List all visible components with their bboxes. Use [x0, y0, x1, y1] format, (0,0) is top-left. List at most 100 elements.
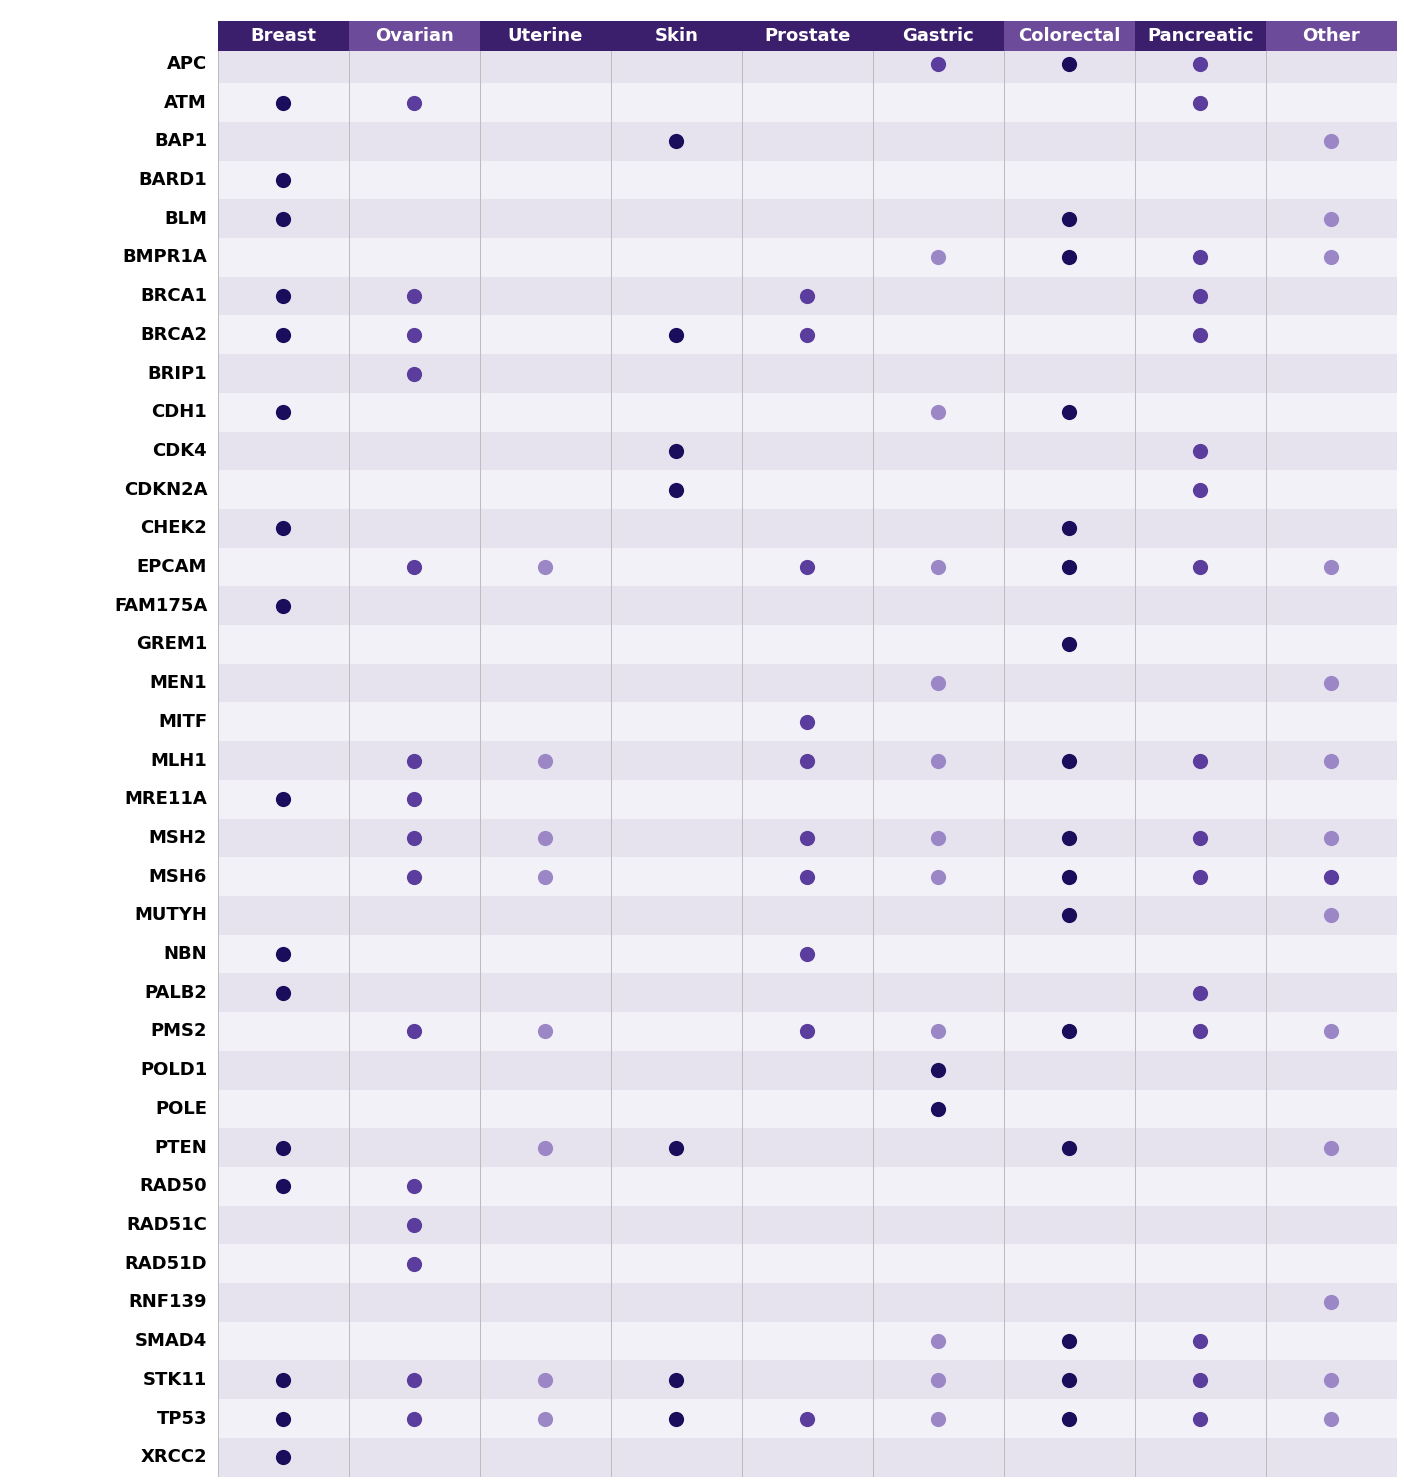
Bar — [611, 21, 741, 50]
Bar — [218, 741, 1397, 781]
Text: MRE11A: MRE11A — [125, 791, 208, 809]
Point — [1059, 904, 1081, 928]
Point — [403, 555, 425, 579]
Point — [1320, 1407, 1342, 1431]
Point — [665, 1368, 688, 1392]
Bar — [218, 702, 1397, 741]
Point — [665, 324, 688, 347]
Point — [1189, 865, 1212, 889]
Point — [1320, 1291, 1342, 1315]
Bar — [218, 160, 1397, 199]
Point — [1059, 748, 1081, 772]
Point — [1189, 827, 1212, 850]
Point — [534, 555, 556, 579]
Text: RNF139: RNF139 — [129, 1294, 208, 1312]
Point — [1059, 827, 1081, 850]
Point — [403, 827, 425, 850]
Point — [534, 748, 556, 772]
Point — [1320, 206, 1342, 230]
Point — [272, 1445, 295, 1469]
Bar — [218, 858, 1397, 896]
Point — [927, 827, 949, 850]
Point — [1059, 1368, 1081, 1392]
Bar — [218, 548, 1397, 586]
Point — [1059, 245, 1081, 269]
Point — [272, 788, 295, 812]
Bar — [218, 1438, 1397, 1477]
Point — [403, 91, 425, 114]
Text: NBN: NBN — [163, 945, 208, 963]
Point — [1320, 1368, 1342, 1392]
Bar — [218, 819, 1397, 858]
Point — [1189, 52, 1212, 76]
Text: BLM: BLM — [164, 209, 208, 227]
Point — [534, 1020, 556, 1043]
Point — [272, 285, 295, 309]
Point — [1059, 555, 1081, 579]
Bar — [218, 1166, 1397, 1205]
Point — [272, 1174, 295, 1198]
Point — [272, 91, 295, 114]
Bar — [218, 509, 1397, 548]
Point — [403, 788, 425, 812]
Text: STK11: STK11 — [143, 1371, 208, 1389]
Text: MITF: MITF — [159, 712, 208, 730]
Text: MUTYH: MUTYH — [135, 907, 208, 925]
Text: GREM1: GREM1 — [136, 635, 208, 653]
Point — [1059, 206, 1081, 230]
Point — [796, 285, 819, 309]
Point — [403, 1212, 425, 1236]
Text: BRIP1: BRIP1 — [147, 365, 208, 383]
Bar — [218, 974, 1397, 1012]
Text: BMPR1A: BMPR1A — [122, 248, 208, 267]
Point — [272, 401, 295, 424]
Point — [1189, 478, 1212, 502]
Bar — [218, 586, 1397, 625]
Bar — [218, 663, 1397, 702]
Point — [927, 671, 949, 695]
Point — [796, 748, 819, 772]
Bar — [741, 21, 873, 50]
Bar — [480, 21, 611, 50]
Point — [1320, 904, 1342, 928]
Point — [272, 516, 295, 540]
Text: RAD51D: RAD51D — [125, 1254, 208, 1273]
Point — [534, 1407, 556, 1431]
Bar — [218, 1128, 1397, 1166]
Bar — [218, 1012, 1397, 1051]
Point — [1189, 1368, 1212, 1392]
Point — [927, 401, 949, 424]
Bar — [218, 1051, 1397, 1089]
Point — [403, 362, 425, 386]
Text: MSH6: MSH6 — [149, 868, 208, 886]
Point — [665, 1135, 688, 1159]
Point — [665, 129, 688, 153]
Bar — [218, 896, 1397, 935]
Point — [927, 1097, 949, 1120]
Bar — [348, 21, 480, 50]
Bar — [218, 199, 1397, 237]
Point — [796, 1020, 819, 1043]
Point — [927, 1330, 949, 1353]
Point — [1059, 401, 1081, 424]
Point — [1320, 827, 1342, 850]
Text: PALB2: PALB2 — [145, 984, 208, 1002]
Text: MEN1: MEN1 — [149, 674, 208, 692]
Point — [403, 1407, 425, 1431]
Point — [1189, 245, 1212, 269]
Text: POLD1: POLD1 — [140, 1061, 208, 1079]
Point — [1059, 1135, 1081, 1159]
Point — [403, 1368, 425, 1392]
Point — [1320, 555, 1342, 579]
Point — [1059, 632, 1081, 656]
Point — [1059, 52, 1081, 76]
Text: RAD51C: RAD51C — [126, 1215, 208, 1235]
Point — [796, 555, 819, 579]
Point — [272, 1135, 295, 1159]
Bar — [873, 21, 1004, 50]
Point — [1320, 748, 1342, 772]
Point — [796, 709, 819, 733]
Bar — [218, 276, 1397, 316]
Bar — [1134, 21, 1266, 50]
Point — [1189, 1407, 1212, 1431]
